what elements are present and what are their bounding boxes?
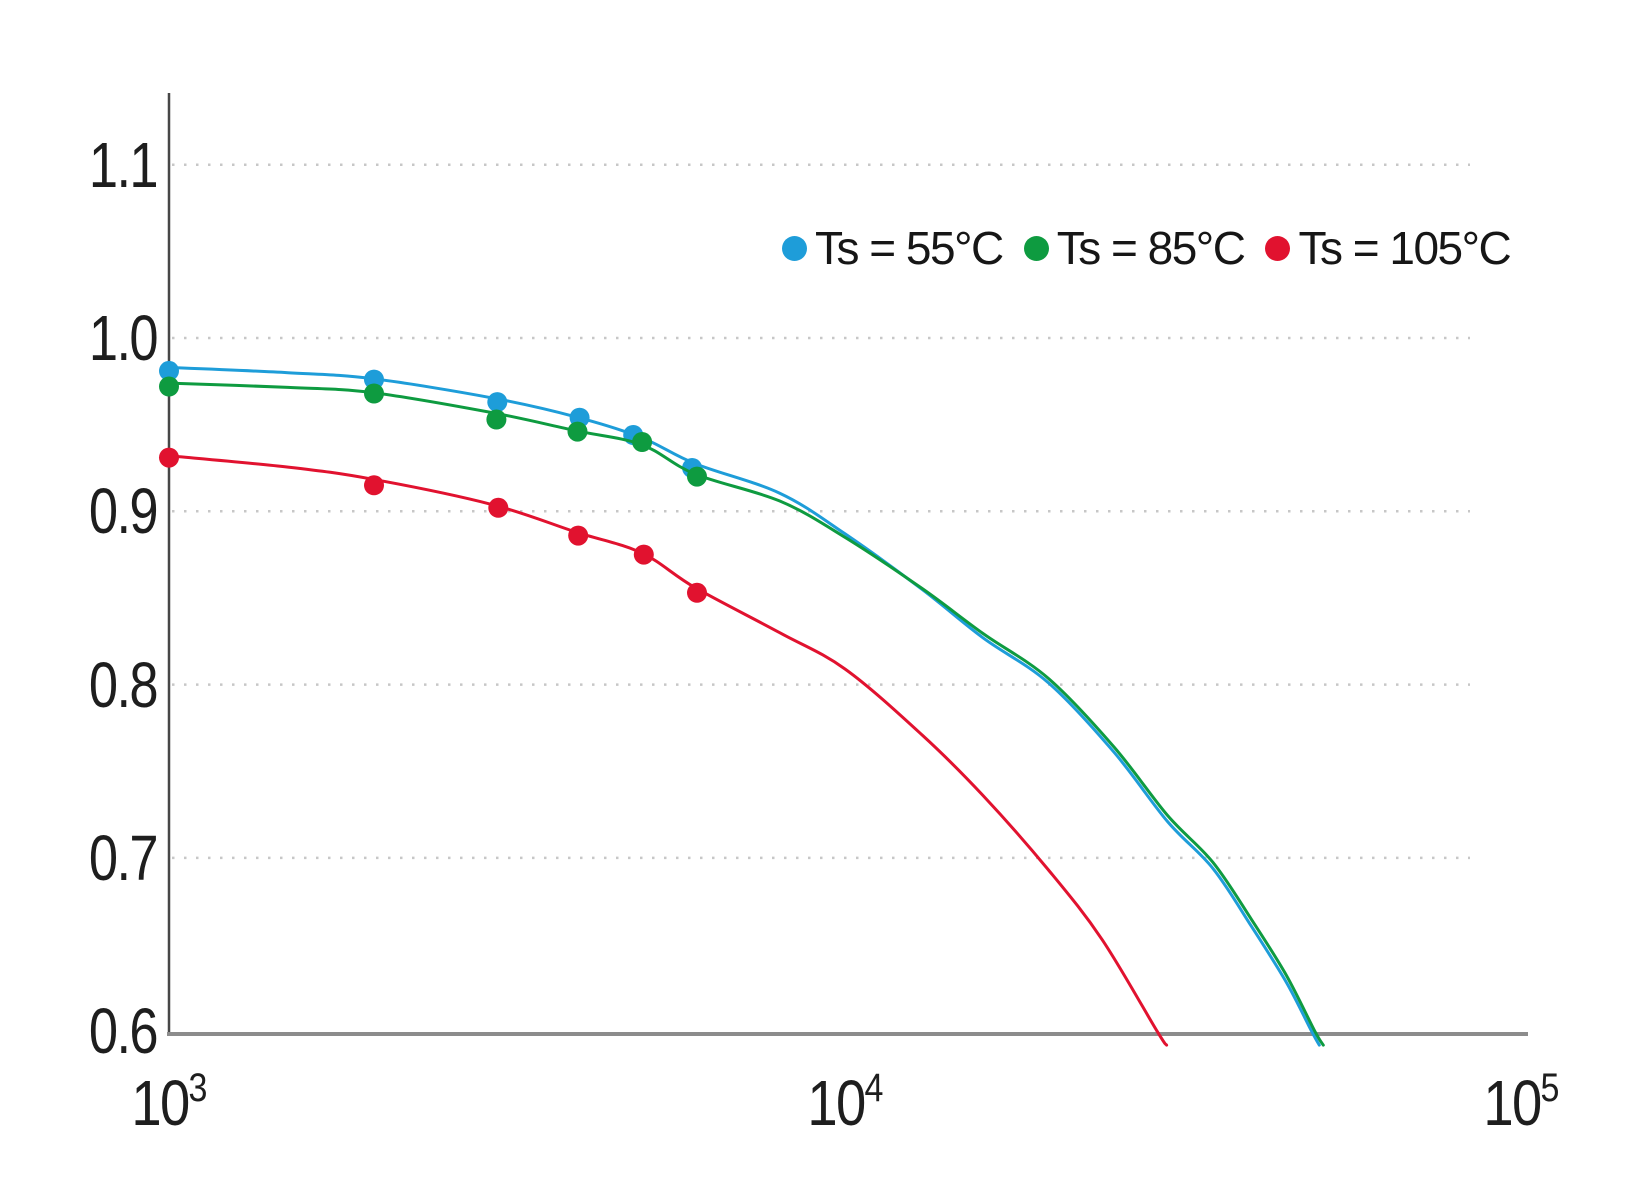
data-point-ts-85c xyxy=(486,409,507,430)
data-point-ts-85c xyxy=(632,432,653,452)
data-point-ts-85c xyxy=(687,466,707,487)
fit-curve-ts-55c xyxy=(167,366,1321,1047)
x-tick-label-10e5: 105 xyxy=(1477,1056,1565,1135)
y-tick-text: 0.7 xyxy=(88,822,159,894)
y-tick-label-0.7: 0.7 xyxy=(0,822,159,894)
x-tick-text: 104 xyxy=(807,1056,884,1135)
y-tick-label-0.8: 0.8 xyxy=(0,649,159,721)
x-tick-base: 10 xyxy=(131,1067,190,1139)
data-point-ts-55c xyxy=(159,360,179,381)
legend-label-ts-105c: Ts = 105°C xyxy=(1298,222,1511,274)
legend-marker-ts-85c-icon xyxy=(1023,235,1049,261)
legend-label-ts-55c: Ts = 55°C xyxy=(815,222,1004,274)
legend: Ts = 55°C Ts = 85°C Ts = 105°C xyxy=(782,222,1512,274)
y-tick-text: 0.8 xyxy=(88,649,159,721)
y-tick-text: 0.6 xyxy=(88,995,159,1067)
x-tick-base: 10 xyxy=(1483,1067,1542,1139)
y-tick-label-1.1: 1.1 xyxy=(0,129,159,201)
legend-marker-ts-105c-icon xyxy=(1265,235,1291,261)
data-point-ts-55c xyxy=(364,369,384,390)
legend-item-ts-105c: Ts = 105°C xyxy=(1265,222,1512,274)
fit-curve-ts-85c xyxy=(167,381,1325,1047)
legend-marker-ts-55c-icon xyxy=(782,235,807,261)
data-point-ts-105c xyxy=(159,447,179,468)
x-tick-label-10e4: 104 xyxy=(801,1056,889,1135)
x-tick-exponent: 4 xyxy=(864,1066,884,1110)
legend-item-ts-85c: Ts = 85°C xyxy=(1023,222,1246,274)
x-tick-base: 10 xyxy=(807,1067,866,1139)
legend-label-ts-85c: Ts = 85°C xyxy=(1056,222,1246,274)
data-point-ts-55c xyxy=(487,392,508,413)
y-tick-label-1.0: 1.0 xyxy=(0,302,159,374)
data-point-ts-105c xyxy=(687,582,707,603)
x-tick-exponent: 5 xyxy=(1540,1066,1560,1110)
x-tick-exponent: 3 xyxy=(188,1066,208,1110)
y-tick-label-0.6: 0.6 xyxy=(0,995,159,1067)
y-tick-text: 1.0 xyxy=(88,302,159,374)
data-point-ts-85c xyxy=(364,383,384,404)
fit-curve-ts-105c xyxy=(167,454,1169,1047)
y-tick-label-0.9: 0.9 xyxy=(0,475,159,547)
x-tick-text: 103 xyxy=(131,1056,208,1135)
x-tick-label-10e3: 103 xyxy=(125,1056,213,1135)
data-point-ts-105c xyxy=(633,544,654,565)
data-point-ts-105c xyxy=(568,525,589,546)
data-point-ts-85c xyxy=(159,376,179,397)
y-tick-text: 1.1 xyxy=(88,129,159,201)
x-tick-text: 105 xyxy=(1483,1056,1560,1135)
legend-item-ts-55c: Ts = 55°C xyxy=(782,222,1004,274)
data-point-ts-105c xyxy=(364,475,384,496)
data-point-ts-105c xyxy=(488,497,509,518)
y-tick-text: 0.9 xyxy=(88,475,159,547)
data-point-ts-85c xyxy=(567,421,588,442)
